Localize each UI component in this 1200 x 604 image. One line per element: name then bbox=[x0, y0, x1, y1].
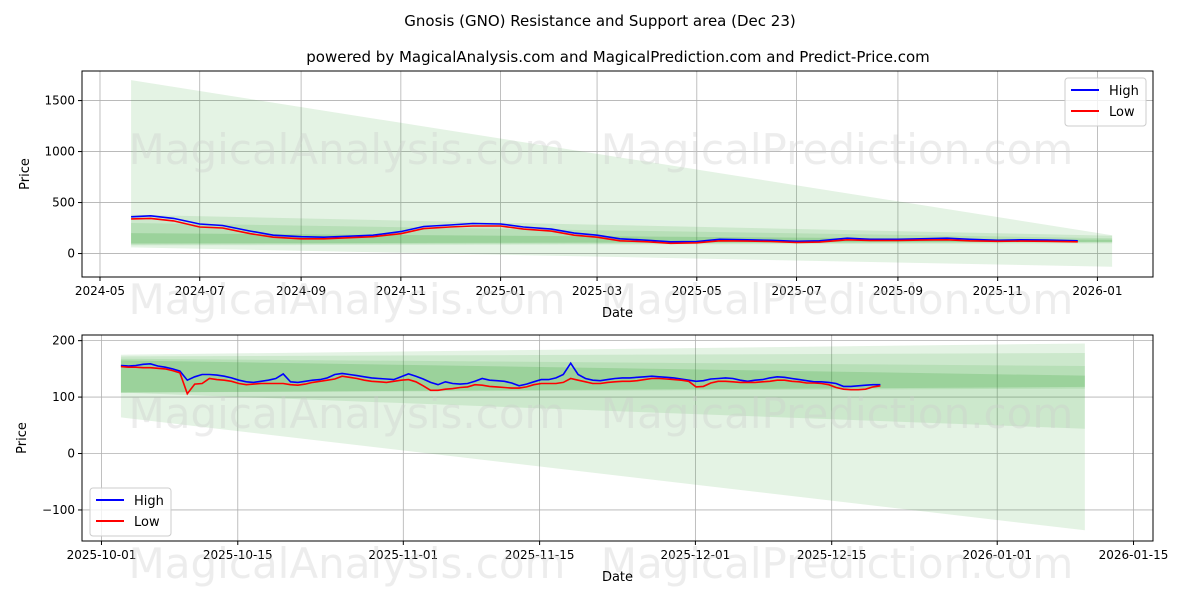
support-resistance-band bbox=[131, 214, 1113, 246]
support-resistance-band bbox=[120, 358, 1085, 393]
x-tick-label: 2025-10-01 bbox=[67, 548, 137, 562]
y-tick-label: 1500 bbox=[44, 94, 75, 108]
y-axis-label: Price bbox=[15, 422, 30, 454]
legend-label-high: High bbox=[1109, 84, 1139, 99]
y-axis-label: Price bbox=[18, 158, 33, 190]
x-tick-label: 2025-01 bbox=[476, 284, 526, 298]
chart-subtitle: powered by MagicalAnalysis.com and Magic… bbox=[306, 48, 930, 66]
x-tick-label: 2025-11-01 bbox=[368, 548, 438, 562]
x-tick-label: 2024-09 bbox=[276, 284, 326, 298]
plot-frame bbox=[81, 70, 1154, 278]
x-tick-label: 2025-11-15 bbox=[505, 548, 575, 562]
plot-frame bbox=[81, 334, 1154, 542]
x-tick-label: 2026-01 bbox=[1072, 284, 1122, 298]
watermark: MagicalPrediction.com bbox=[601, 539, 1074, 588]
x-tick-label: 2026-01-01 bbox=[962, 548, 1032, 562]
watermark: MagicalAnalysis.com bbox=[129, 275, 566, 324]
top-chart: 2024-05 2024-07 2024-09 2024-11 2025-01 2025-… bbox=[18, 70, 1154, 324]
series-line-high bbox=[131, 214, 1078, 243]
y-tick-label: 1000 bbox=[44, 145, 75, 159]
x-tick-label: 2025-12-15 bbox=[797, 548, 867, 562]
x-tick-label: 2025-12-01 bbox=[661, 548, 731, 562]
y-tick-label: 0 bbox=[67, 247, 75, 261]
series-line-low bbox=[120, 365, 881, 396]
x-axis-label: Date bbox=[602, 570, 633, 585]
watermark: MagicalAnalysis.com bbox=[129, 389, 566, 438]
legend-label-low: Low bbox=[1109, 105, 1135, 120]
support-resistance-band bbox=[131, 80, 1113, 267]
x-tick-label: 2024-07 bbox=[175, 284, 225, 298]
support-resistance-band bbox=[120, 343, 1085, 531]
watermark: MagicalPrediction.com bbox=[601, 125, 1074, 174]
support-resistance-band bbox=[120, 353, 1085, 429]
y-tick-label: 0 bbox=[67, 447, 75, 461]
x-tick-label: 2026-01-15 bbox=[1099, 548, 1169, 562]
legend-label-low: Low bbox=[134, 515, 160, 530]
support-resistance-band bbox=[120, 360, 1085, 393]
y-tick-label: −100 bbox=[42, 503, 75, 517]
x-tick-label: 2024-11 bbox=[376, 284, 426, 298]
y-tick-label: 100 bbox=[52, 390, 75, 404]
y-tick-label: 500 bbox=[52, 196, 75, 210]
chart-title: Gnosis (GNO) Resistance and Support area… bbox=[404, 12, 795, 30]
x-tick-label: 2025-05 bbox=[672, 284, 722, 298]
x-tick-label: 2025-10-15 bbox=[203, 548, 273, 562]
x-tick-label: 2025-11 bbox=[973, 284, 1023, 298]
x-tick-label: 2024-05 bbox=[75, 284, 125, 298]
series-line-low bbox=[131, 217, 1078, 245]
series-line-high bbox=[120, 361, 881, 388]
x-axis-label: Date bbox=[602, 306, 633, 321]
legend-label-high: High bbox=[134, 494, 164, 509]
watermark: MagicalPrediction.com bbox=[601, 389, 1074, 438]
y-tick-label: 200 bbox=[52, 334, 75, 348]
x-tick-label: 2025-07 bbox=[771, 284, 821, 298]
watermark: MagicalAnalysis.com bbox=[129, 539, 566, 588]
bottom-chart: 2025-10-01 2025-10-15 2025-11-01 2025-11-15… bbox=[15, 334, 1168, 588]
watermark: MagicalAnalysis.com bbox=[129, 125, 566, 174]
x-tick-label: 2025-03 bbox=[572, 284, 622, 298]
watermark: MagicalPrediction.com bbox=[601, 275, 1074, 324]
x-tick-label: 2025-09 bbox=[873, 284, 923, 298]
